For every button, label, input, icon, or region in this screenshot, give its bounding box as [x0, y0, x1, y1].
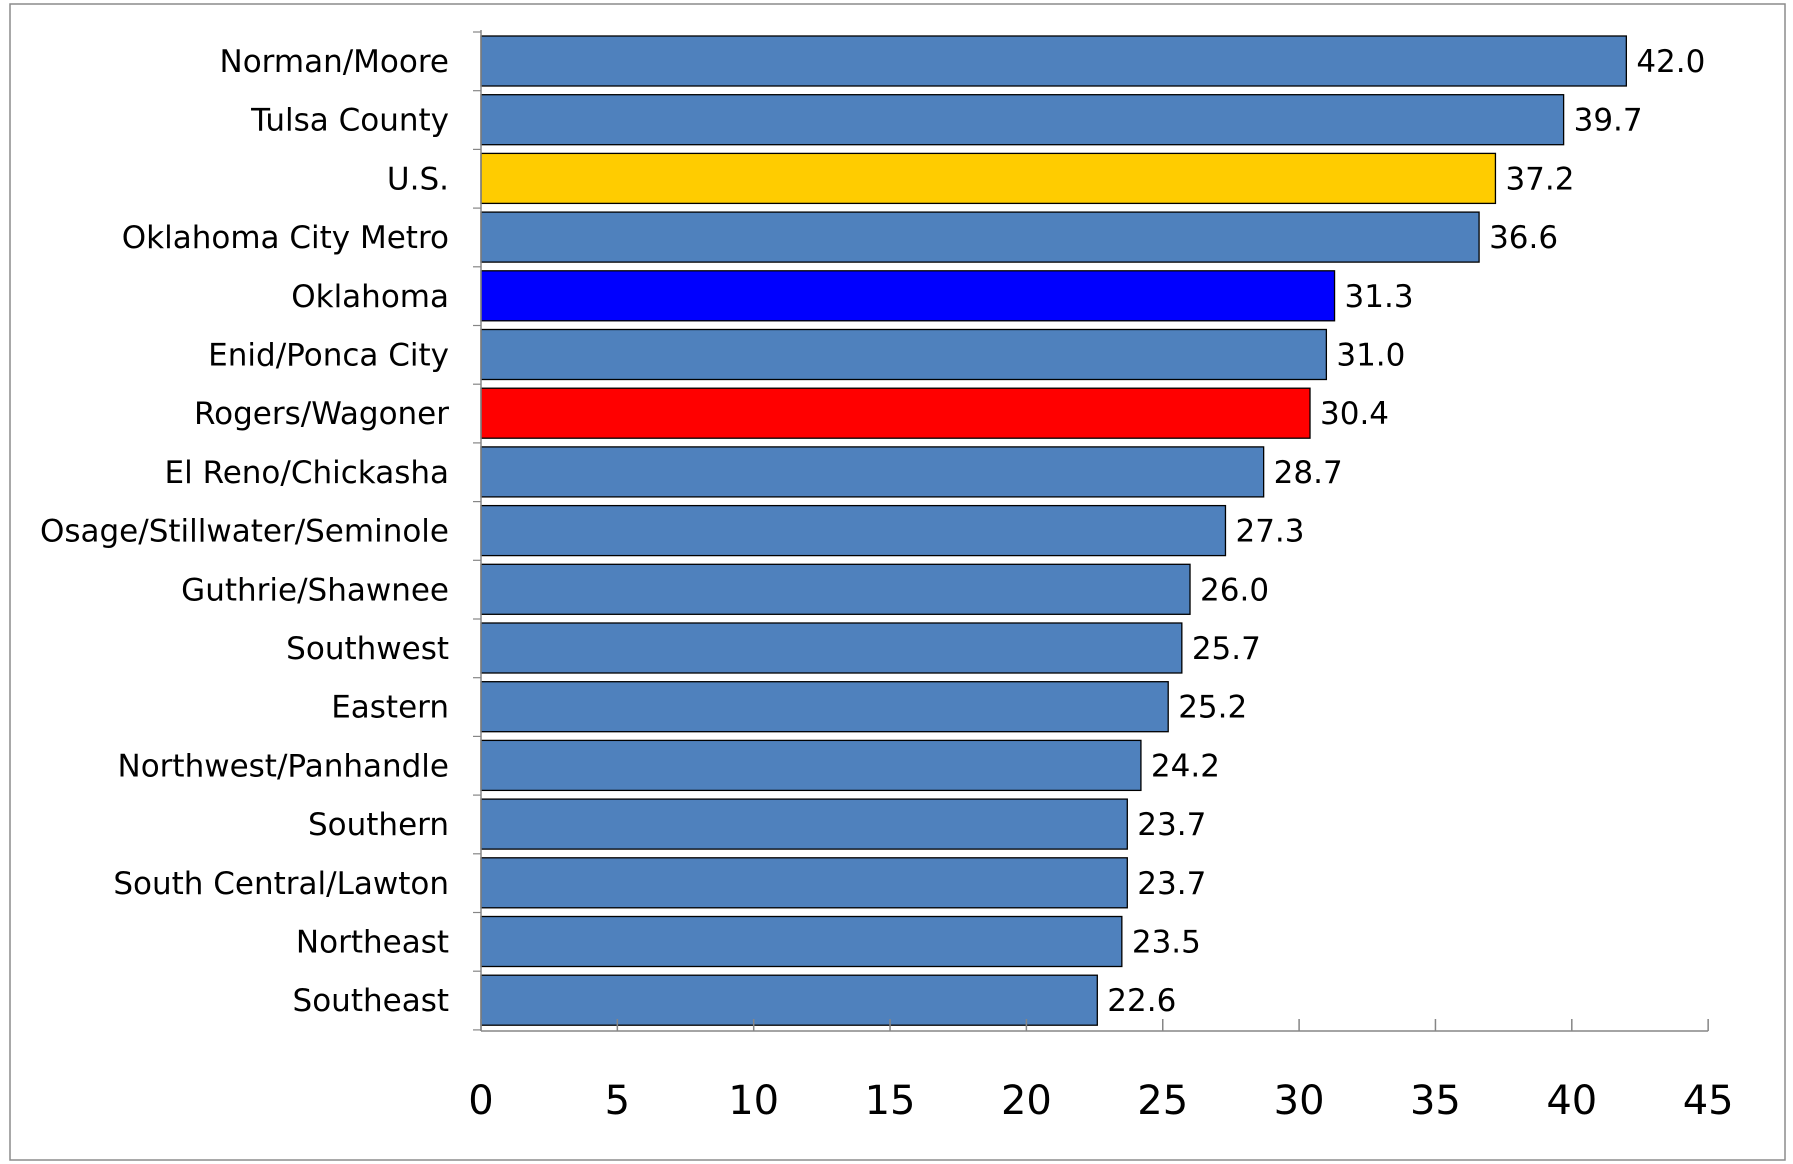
- x-tick-label: 40: [1546, 1078, 1597, 1124]
- bar: [480, 211, 1480, 263]
- category-label: Oklahoma City Metro: [122, 220, 449, 256]
- x-axis: 0 5 10 15 20 25 30 35 40 45: [468, 30, 1734, 1124]
- category-label: Osage/Stillwater/Seminole: [40, 514, 449, 550]
- x-tick-label: 0: [468, 1078, 493, 1124]
- category-label: Tulsa County: [250, 103, 449, 139]
- bar: [480, 387, 1311, 439]
- category-label: Southern: [308, 807, 449, 843]
- category-label: Oklahoma: [291, 279, 449, 315]
- bar: [480, 798, 1128, 850]
- data-label: 23.7: [1137, 807, 1206, 843]
- bar: [480, 915, 1123, 968]
- data-label: 30.4: [1320, 396, 1389, 432]
- x-tick-label: 5: [605, 1078, 630, 1124]
- category-label: Guthrie/Shawnee: [181, 572, 449, 608]
- data-label: 27.3: [1235, 514, 1304, 550]
- data-label: 24.2: [1151, 748, 1220, 784]
- data-label: 36.6: [1489, 220, 1558, 256]
- x-tick-label: 45: [1683, 1078, 1734, 1124]
- category-label: Northwest/Panhandle: [118, 748, 449, 784]
- category-label: Southwest: [286, 631, 449, 667]
- category-label: Rogers/Wagoner: [194, 396, 449, 432]
- data-label: 31.3: [1345, 279, 1414, 315]
- bar: [480, 270, 1336, 322]
- data-label: 31.0: [1336, 338, 1405, 374]
- x-tick-label: 30: [1274, 1078, 1325, 1124]
- data-label: 23.7: [1137, 866, 1206, 902]
- category-label: U.S.: [387, 161, 449, 197]
- category-label: Southeast: [293, 983, 449, 1019]
- category-label: Eastern: [331, 690, 449, 726]
- bar: [480, 974, 1098, 1026]
- x-tick-label: 20: [1001, 1078, 1052, 1124]
- bar: [480, 681, 1169, 733]
- category-label: Norman/Moore: [220, 44, 449, 80]
- bar: [480, 857, 1128, 909]
- category-label: South Central/Lawton: [113, 866, 449, 902]
- bar: [480, 94, 1565, 146]
- x-tick-label: 10: [728, 1078, 779, 1124]
- data-label: 25.2: [1178, 690, 1247, 726]
- data-label: 39.7: [1574, 103, 1643, 139]
- x-tick-label: 35: [1410, 1078, 1461, 1124]
- data-label: 22.6: [1107, 983, 1176, 1019]
- bar: [480, 622, 1183, 674]
- bar: [480, 328, 1328, 381]
- data-label: 28.7: [1274, 455, 1343, 491]
- x-tick-label: 25: [1137, 1078, 1188, 1124]
- bar: [480, 446, 1265, 498]
- bar: [480, 739, 1142, 792]
- bars-layer: Norman/Moore 42.0 Tulsa County 39.7 U.S. 37.2…: [40, 35, 1705, 1026]
- data-label: 42.0: [1636, 44, 1705, 80]
- data-label: 25.7: [1192, 631, 1261, 667]
- x-tick-label: 15: [865, 1078, 916, 1124]
- data-label: 37.2: [1505, 161, 1574, 197]
- bar: [480, 563, 1191, 615]
- category-label: El Reno/Chickasha: [165, 455, 449, 491]
- data-label: 23.5: [1132, 925, 1201, 961]
- category-label: Enid/Ponca City: [208, 338, 449, 374]
- category-label: Northeast: [296, 925, 449, 961]
- data-label: 26.0: [1200, 572, 1269, 608]
- bar: [480, 504, 1227, 557]
- bar: [480, 152, 1497, 205]
- bar: [480, 35, 1627, 87]
